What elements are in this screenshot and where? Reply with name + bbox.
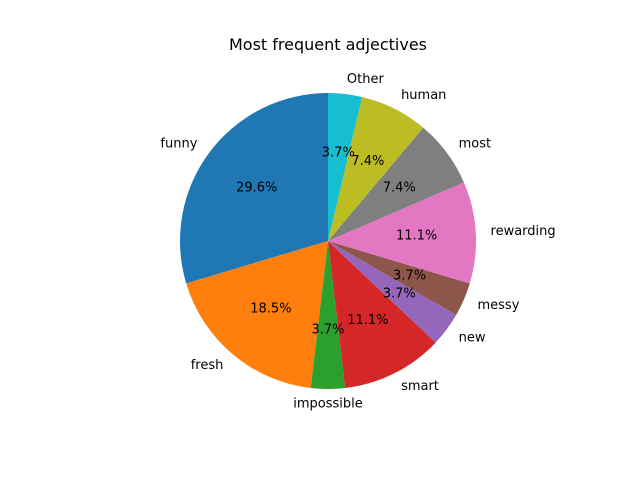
pie-slice-funny	[179, 92, 328, 284]
slice-pct-most: 7.4%	[383, 180, 416, 195]
pie-slices	[179, 92, 477, 390]
slice-label-smart: smart	[401, 379, 439, 394]
pie-slice-most	[328, 127, 464, 241]
pie-slice-smart	[328, 241, 436, 388]
slice-label-rewarding: rewarding	[491, 224, 556, 239]
slice-label-new: new	[459, 331, 486, 346]
pie-slice-new	[328, 241, 457, 343]
slice-pct-human: 7.4%	[351, 154, 384, 169]
slice-label-funny: funny	[160, 136, 197, 151]
slice-pct-messy: 3.7%	[393, 269, 426, 284]
chart-title: Most frequent adjectives	[229, 35, 427, 54]
pie-slice-fresh	[186, 241, 328, 388]
slice-label-impossible: impossible	[293, 396, 363, 411]
slice-pct-funny: 29.6%	[236, 180, 277, 195]
slice-label-most: most	[459, 136, 492, 151]
slice-pct-fresh: 18.5%	[250, 302, 291, 317]
pie-slice-impossible	[310, 241, 346, 390]
pie-slice-messy	[328, 241, 470, 315]
slice-pct-other: 3.7%	[322, 145, 355, 160]
pie-labels: funny 29.6% fresh 18.5% impossible 3.7% smart 1…	[160, 72, 555, 411]
slice-label-human: human	[401, 88, 446, 103]
pie-slice-other	[328, 93, 363, 241]
slice-label-fresh: fresh	[191, 358, 224, 373]
slice-pct-rewarding: 11.1%	[396, 228, 437, 243]
slice-pct-new: 3.7%	[383, 287, 416, 302]
pie-slice-human	[328, 96, 424, 242]
pie-slice-rewarding	[328, 182, 477, 284]
slice-label-other: Other	[347, 72, 385, 87]
slice-pct-smart: 11.1%	[347, 313, 388, 328]
slice-label-messy: messy	[477, 298, 519, 313]
slice-pct-impossible: 3.7%	[311, 322, 344, 337]
